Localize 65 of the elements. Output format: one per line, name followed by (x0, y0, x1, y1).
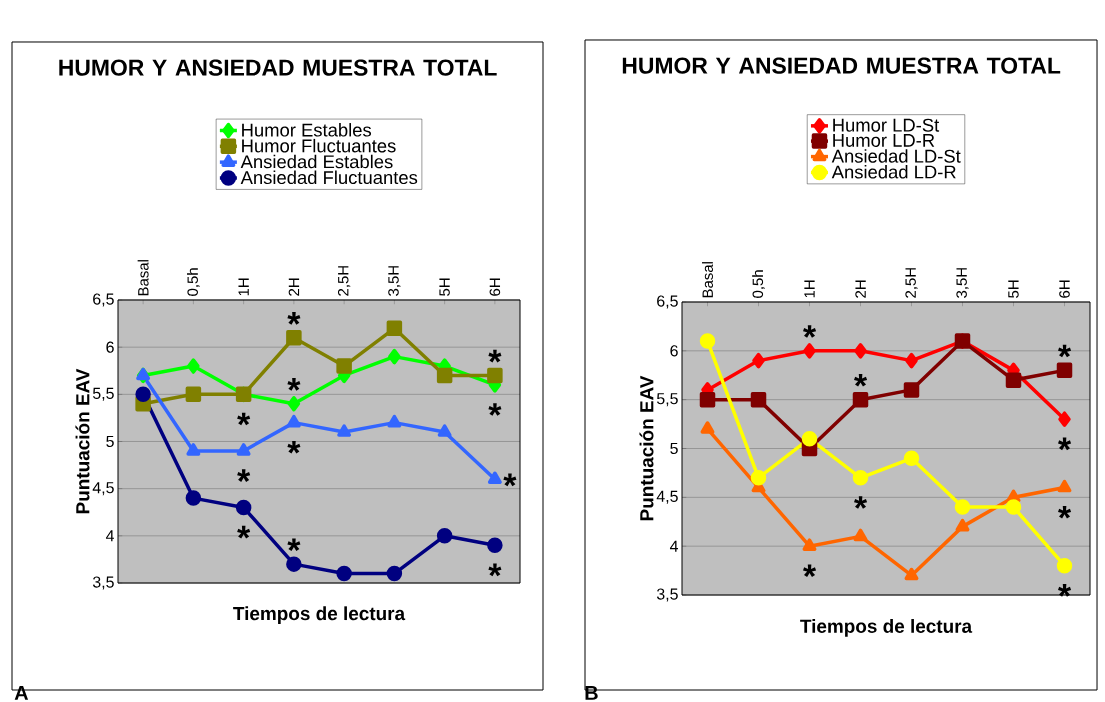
chart-title: HUMOR Y ANSIEDAD MUESTRA TOTAL (622, 57, 1061, 74)
y-axis-title: Puntuación EAV (75, 368, 90, 514)
y-tick-label: 4 (105, 530, 115, 542)
y-axis-title: Puntuación EAV (639, 375, 654, 521)
y-tick-label: 4 (669, 540, 679, 552)
legend-label: Humor LD-St (833, 118, 940, 132)
y-tick-label: 6 (106, 341, 114, 353)
legend-label: Ansiedad LD-St (831, 149, 961, 163)
x-tick-label: 6H (489, 278, 501, 296)
x-tick-label: 2H (288, 278, 300, 296)
x-axis-title: Tiempos de lectura (800, 619, 973, 637)
annotation: * (1058, 505, 1072, 519)
annotation: * (488, 563, 502, 577)
x-tick-label: 2,5H (905, 268, 918, 298)
legend-label: Ansiedad Estables (240, 154, 393, 169)
x-tick-label: 0,5h (187, 268, 200, 296)
y-tick-label: 5,5 (92, 387, 114, 401)
x-tick-label: 0,5h (752, 270, 765, 298)
x-tick-label: 5H (439, 278, 450, 296)
y-tick-label: 5 (670, 442, 678, 455)
legend-label: Humor LD-R (833, 134, 935, 147)
y-tick-label: 6,5 (657, 295, 678, 309)
x-tick-label: 3,5H (956, 268, 969, 298)
x-tick-label: 1H (238, 278, 249, 296)
legend-label: Ansiedad LD-R (831, 165, 956, 179)
annotation: * (287, 440, 301, 454)
y-tick-label: 6 (670, 345, 678, 357)
y-tick-label: 6,5 (93, 293, 114, 307)
annotation: * (287, 378, 301, 391)
annotation: * (237, 469, 251, 482)
y-tick-label: 4,5 (656, 490, 678, 504)
y-tick-label: 3,5 (92, 576, 114, 590)
annotation: * (1058, 437, 1072, 451)
x-tick-label: 2,5H (337, 266, 351, 296)
y-tick-label: 4,5 (92, 482, 114, 496)
x-axis-title: Tiempos de lectura (233, 606, 406, 624)
annotation: * (1058, 344, 1072, 358)
x-tick-label: 3,5H (388, 266, 401, 296)
annotation: * (237, 412, 251, 426)
text: A (14, 686, 29, 700)
annotation: * (488, 349, 502, 363)
text: B (585, 686, 598, 700)
annotation: * (803, 325, 817, 338)
annotation: * (854, 496, 868, 509)
x-tick-label: Basal (702, 262, 713, 298)
annotation: * (803, 564, 817, 578)
x-tick-label: 6H (1059, 280, 1070, 298)
legend-label: Humor Fluctuantes (242, 138, 396, 153)
annotation: * (1058, 584, 1072, 597)
x-tick-label: Basal (137, 260, 149, 296)
x-tick-label: 1H (804, 280, 815, 298)
annotation: * (287, 312, 301, 325)
annotation: * (488, 403, 502, 416)
annotation: * (503, 473, 517, 487)
annotation: * (237, 525, 251, 539)
annotation: * (854, 374, 868, 387)
y-tick-label: 5 (106, 435, 114, 448)
y-tick-label: 5,5 (656, 393, 678, 407)
y-tick-label: 3,5 (656, 588, 678, 602)
annotation: * (287, 538, 301, 552)
chart-title: HUMOR Y ANSIEDAD MUESTRA TOTAL (59, 59, 497, 76)
x-tick-label: 2H (855, 280, 866, 298)
legend-label: Humor Estables (242, 123, 372, 137)
legend-label: Ansiedad Fluctuantes (240, 170, 418, 185)
x-tick-label: 5H (1008, 280, 1019, 298)
